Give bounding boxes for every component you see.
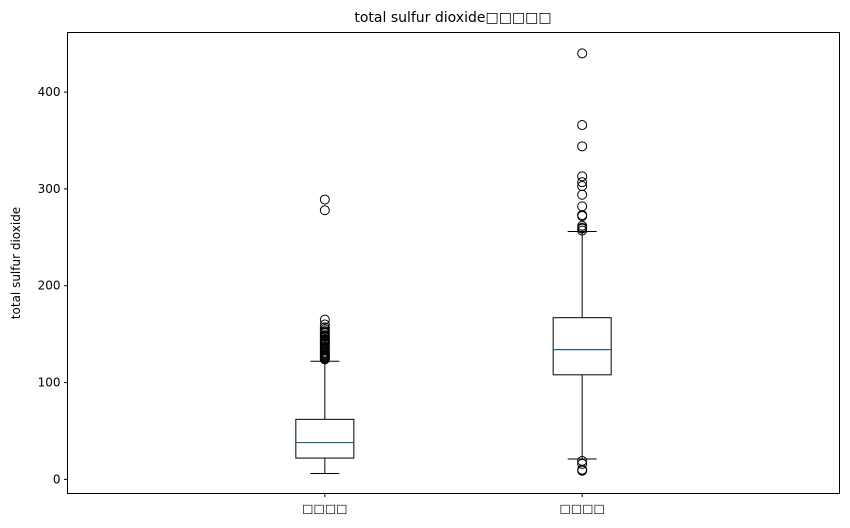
outlier-point-2-8: [577, 220, 588, 231]
outlier-point-2-13: [577, 181, 588, 192]
plot-marks: [295, 48, 612, 476]
outlier-point-2-11: [577, 201, 588, 212]
x-tick-label: □□□□: [559, 502, 604, 516]
outlier-point-2-16: [577, 141, 588, 152]
plot-frame: [67, 32, 840, 494]
outlier-point-2-3: [577, 458, 588, 469]
outlier-point-2-14: [577, 177, 588, 188]
outlier-point-1-28: [319, 322, 330, 333]
y-tick-label: 200: [38, 279, 61, 293]
outlier-point-1-31: [319, 205, 330, 216]
box-2: [552, 317, 612, 376]
outlier-point-2-17: [577, 120, 588, 131]
outlier-point-1-29: [319, 319, 330, 330]
outlier-point-2-4: [577, 455, 588, 466]
outlier-point-1-32: [319, 194, 330, 205]
x-tick-label: □□□□: [302, 502, 347, 516]
outlier-point-2-15: [577, 171, 588, 182]
box-1: [295, 418, 355, 459]
chart-title: total sulfur dioxide□□□□□: [354, 10, 551, 26]
y-axis-label: total sulfur dioxide: [9, 207, 23, 319]
y-tick-label: 0: [53, 472, 61, 486]
x-axis: □□□□ □□□□: [302, 493, 605, 516]
y-tick-label: 400: [38, 85, 61, 99]
box-group-2: [552, 48, 612, 476]
y-tick-label: 100: [38, 376, 61, 390]
outlier-point-2-18: [577, 48, 588, 59]
y-axis: 0 100 200 300 400: [38, 85, 68, 486]
outlier-point-1-30: [319, 314, 330, 325]
y-tick-label: 300: [38, 182, 61, 196]
box-group-1: [295, 194, 355, 475]
